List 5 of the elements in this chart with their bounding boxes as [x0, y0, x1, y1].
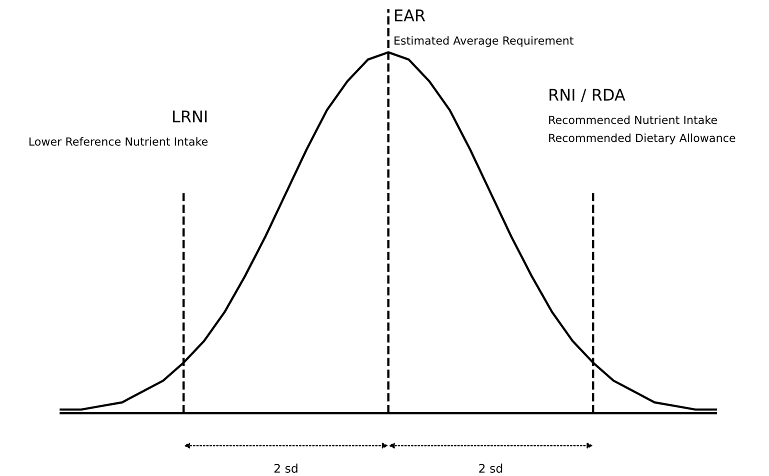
annotation: RNI / RDA Recommenced Nutrient Intake Recommended Dietary Allowance: [549, 88, 736, 144]
text: EAR Estimated Average Requirement: [394, 10, 574, 47]
annotation: LRNI Lower Reference Nutrient Intake: [29, 110, 208, 146]
text: 2 sd: [479, 464, 502, 473]
text: 2 sd: [274, 464, 298, 473]
